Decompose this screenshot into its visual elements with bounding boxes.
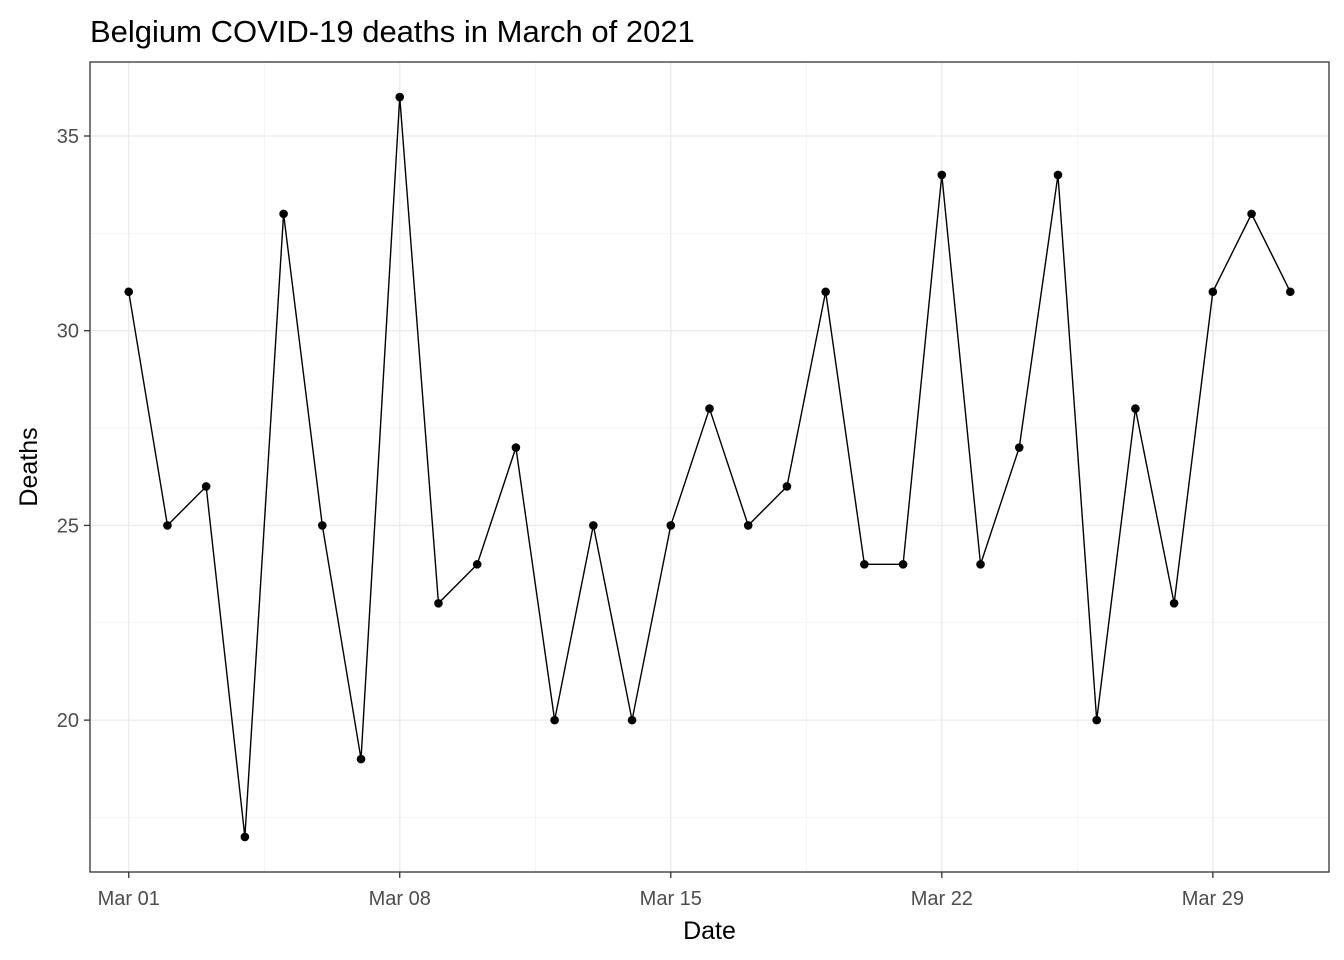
data-point (356, 754, 366, 764)
data-point (240, 832, 250, 842)
data-point (1131, 404, 1140, 413)
plot-panel-border (89, 61, 1330, 873)
data-point (1053, 170, 1063, 180)
data-point (124, 287, 134, 297)
data-point (472, 560, 482, 569)
data-point (318, 521, 327, 530)
data-point (589, 521, 598, 530)
grid (90, 62, 1329, 872)
chart-title: Belgium COVID-19 deaths in March of 2021 (90, 14, 695, 49)
data-point (743, 521, 753, 530)
data-point (1092, 715, 1101, 725)
data-point (976, 560, 985, 569)
x-tick-label: Mar 22 (911, 888, 973, 910)
data-point (201, 482, 211, 491)
data-point (1285, 287, 1295, 297)
data-point (1208, 287, 1218, 297)
x-axis-title: Date (683, 917, 736, 945)
data-point (434, 598, 443, 608)
y-axis: 20 25 30 35 (57, 126, 90, 732)
data-point (279, 209, 288, 219)
data-point (898, 560, 908, 569)
y-tick-label: 20 (57, 710, 79, 732)
data-point (860, 560, 869, 569)
data-point (511, 443, 521, 452)
data-point (550, 715, 559, 725)
series-line (128, 96, 1291, 838)
data-point (1169, 598, 1179, 608)
data-point (821, 287, 830, 297)
x-tick-label: Mar 08 (369, 888, 431, 910)
data-point (705, 404, 714, 413)
x-tick-label: Mar 29 (1182, 888, 1244, 910)
data-point (163, 521, 172, 530)
y-axis-title: Deaths (15, 427, 43, 506)
data-point (1247, 209, 1256, 219)
x-tick-label: Mar 15 (640, 888, 702, 910)
data-point (1014, 443, 1024, 452)
data-point (937, 170, 947, 180)
data-point (395, 92, 405, 102)
x-axis: Mar 01 Mar 08 Mar 15 Mar 22 Mar 29 (98, 872, 1244, 910)
y-tick-label: 25 (57, 515, 79, 537)
x-tick-label: Mar 01 (98, 888, 160, 910)
data-point (666, 521, 676, 530)
y-tick-label: 35 (57, 126, 79, 148)
data-point (782, 482, 792, 491)
y-tick-label: 30 (57, 321, 79, 343)
series-group (124, 92, 1295, 842)
data-point (627, 715, 637, 725)
